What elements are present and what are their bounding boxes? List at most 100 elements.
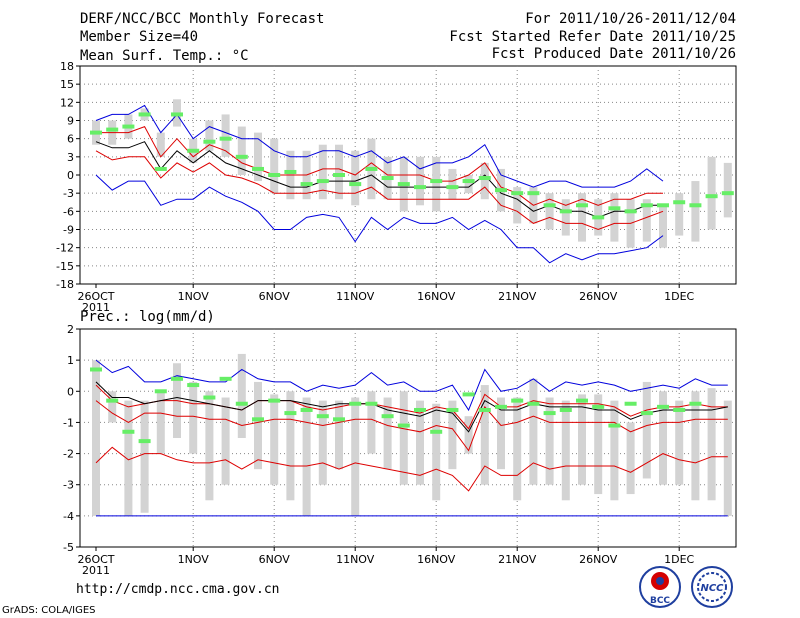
prec-line-ensemble-mean [95,381,728,433]
prec-ensemble-box [416,400,424,485]
temp-ytick-label: -12 [56,242,74,255]
prec-ytick-label: -3 [63,479,74,492]
prec-ensemble-box [675,400,684,485]
prec-observed-marker [252,417,264,422]
temp-ensemble-box [545,193,554,230]
temp-ytick-label: 15 [60,78,74,91]
temp-observed-marker [689,203,702,208]
prec-observed-marker [235,401,248,406]
prec-observed-marker [397,423,410,428]
prec-ensemble-box [578,394,586,485]
temp-observed-marker [316,179,329,184]
prec-line-ensemble-max [95,359,728,412]
temp-ytick-label: -6 [63,205,74,218]
prec-ensemble-box [545,397,554,485]
prec-observed-marker [673,407,686,412]
prec-observed-marker [511,398,524,403]
prec-ensemble-box [124,400,133,516]
prec-observed-marker [333,417,345,422]
prec-ensemble-box [351,397,360,516]
temp-observed-marker [397,182,410,187]
temp-xtick-label: 1DEC [664,290,694,303]
temp-xtick-label: 6NOV [259,290,291,303]
prec-ensemble-box [513,397,522,501]
temp-ensemble-box [480,162,489,200]
prec-observed-marker [543,411,556,416]
prec-observed-marker [381,414,394,419]
temp-observed-marker [705,194,718,199]
ncc-logo: NCC [691,566,733,608]
temp-xtick-label: 11NOV [336,290,375,303]
prec-ensemble-box [448,400,457,470]
prec-ensemble-box [399,391,408,485]
prec-ensemble-box [707,388,716,501]
prec-observed-marker [608,423,621,428]
prec-observed-marker [349,401,362,406]
prec-observed-marker [430,429,443,434]
prec-ytick-label: -4 [63,510,74,523]
prec-xtick-label: 6NOV [259,553,291,566]
prec-ensemble-box [254,381,262,470]
prec-ytick-label: -1 [63,416,74,429]
prec-observed-marker [576,398,588,403]
prec-observed-marker [624,401,637,406]
temp-ensemble-box [254,132,262,182]
temp-ensemble-box [659,205,667,248]
temp-ensemble-box [432,156,441,212]
prec-observed-marker [171,376,183,381]
prec-ensemble-box [480,385,489,485]
prec-observed-marker [122,429,135,434]
temp-observed-marker [203,139,216,144]
temp-ytick-label: -9 [63,224,74,237]
prec-ensemble-box [610,400,619,501]
prec-ensemble-box [626,422,635,495]
prec-observed-marker [154,389,167,394]
temp-xtick-label: 21NOV [498,290,537,303]
prec-ensemble-box [302,397,311,516]
prec-ensemble-box [383,397,392,470]
temp-observed-marker [430,179,443,184]
temp-ensemble-box [335,144,343,200]
prec-observed-marker [203,395,216,400]
temp-line-upper-spread [96,125,663,206]
temp-line-lower-spread [95,150,664,231]
prec-ensemble-box [205,391,214,501]
prec-observed-marker [90,367,102,372]
temp-ensemble-box [723,162,732,218]
prec-observed-marker [559,407,572,412]
prec-ensemble-box [642,381,651,479]
prec-ensemble-box [108,391,117,423]
footer-url[interactable]: http://cmdp.ncc.cma.gov.cn [76,582,280,597]
temp-ensemble-box [578,193,586,242]
prec-observed-marker [219,376,232,381]
prec-ensemble-box [335,400,343,470]
temp-observed-marker [446,185,459,190]
prec-observed-marker [138,439,151,444]
prec-ensemble-box [723,400,732,516]
prec-ensemble-box [367,391,376,454]
temp-observed-marker [592,215,605,220]
prec-ytick-label: -5 [63,541,74,554]
temp-xtick-label: 26OCT [77,290,114,303]
prec-line-ensemble-low [95,446,728,492]
prec-observed-marker [527,401,540,406]
temp-ytick-label: 0 [67,169,74,182]
prec-observed-marker [187,383,200,388]
prec-ensemble-box [270,394,279,485]
temp-ytick-label: 9 [67,115,74,128]
temp-ensemble-box [707,156,716,230]
temp-observed-marker [300,182,313,187]
prec-ytick-label: 2 [67,323,74,336]
prec-ensemble-box [286,391,295,501]
temp-ensemble-box [318,144,327,200]
prec-observed-marker [495,404,507,409]
prec-xtick-label: 1NOV [178,553,210,566]
fcst-produced-date: Fcst Produced Date 2011/10/26 [491,46,736,62]
temp-line-ensemble-min [95,174,664,264]
prec-ytick-label: 0 [67,385,74,398]
temp-observed-marker [284,169,297,174]
prec-xtick-label: 26NOV [579,553,618,566]
temp-ensemble-box [642,199,651,242]
fcst-started-date: Fcst Started Refer Date 2011/10/25 [449,29,736,45]
temp-observed-marker [90,130,102,135]
